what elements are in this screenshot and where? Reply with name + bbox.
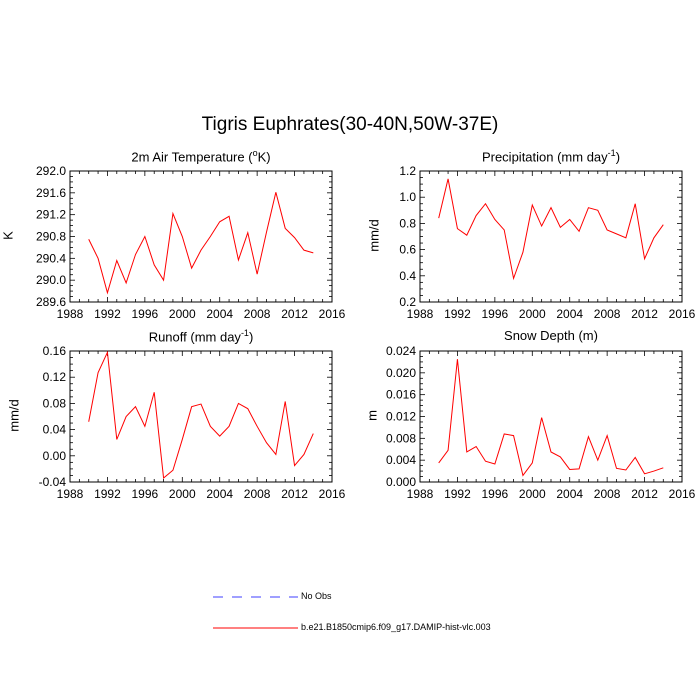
y-tick-label-snow-depth: 0.016 (386, 388, 416, 402)
x-tick-label-temperature: 2000 (169, 307, 196, 321)
panel-title-runoff: Runoff (mm day-1) (148, 328, 254, 345)
x-tick-label-runoff: 2012 (281, 487, 308, 501)
plot-frame-snow-depth (419, 350, 683, 483)
x-tick-label-precipitation: 1996 (482, 307, 509, 321)
x-tick-label-precipitation: 2000 (519, 307, 546, 321)
x-tick-label-precipitation: 2008 (594, 307, 621, 321)
y-tick-label-temperature: 291.6 (36, 186, 66, 200)
x-tick-label-runoff: 2004 (206, 487, 233, 501)
x-tick-label-temperature: 1996 (132, 307, 159, 321)
x-tick-label-temperature: 2004 (206, 307, 233, 321)
y-tick-label-runoff: 0.16 (43, 344, 67, 358)
series-line-snow-depth (438, 359, 664, 477)
x-tick-label-snow-depth: 1988 (407, 487, 434, 501)
x-tick-label-runoff: 1992 (94, 487, 121, 501)
x-tick-label-precipitation: 2004 (556, 307, 583, 321)
x-tick-label-snow-depth: 2016 (669, 487, 696, 501)
x-tick-label-runoff: 2008 (244, 487, 271, 501)
x-tick-label-temperature: 2012 (281, 307, 308, 321)
legend-label-model: b.e21.B1850cmip6.f09_g17.DAMIP-hist-vlc.… (301, 622, 491, 632)
y-tick-label-snow-depth: 0.020 (386, 366, 416, 380)
plot-frame-temperature (69, 170, 333, 303)
x-tick-label-temperature: 2008 (244, 307, 271, 321)
x-tick-label-runoff: 1988 (57, 487, 84, 501)
x-tick-label-precipitation: 2016 (669, 307, 696, 321)
y-tick-label-precipitation: 0.4 (399, 269, 416, 283)
plot-frame-precipitation (419, 170, 683, 303)
x-tick-label-snow-depth: 1996 (482, 487, 509, 501)
y-tick-label-runoff: 0.12 (43, 370, 67, 384)
y-tick-label-precipitation: 1.0 (399, 190, 416, 204)
y-tick-label-precipitation: 0.8 (399, 216, 416, 230)
y-tick-label-snow-depth: 0.012 (386, 410, 416, 424)
x-tick-label-snow-depth: 2000 (519, 487, 546, 501)
x-tick-label-snow-depth: 1992 (444, 487, 471, 501)
series-line-temperature (88, 192, 314, 295)
figure-title: Tigris Euphrates(30-40N,50W-37E) (201, 114, 499, 135)
x-tick-label-snow-depth: 2004 (556, 487, 583, 501)
y-tick-label-snow-depth: 0.000 (386, 475, 416, 489)
y-tick-label-temperature: 290.0 (36, 273, 66, 287)
y-tick-label-runoff: -0.04 (39, 475, 67, 489)
y-tick-label-temperature: 292.0 (36, 164, 66, 178)
x-tick-label-snow-depth: 2008 (594, 487, 621, 501)
x-tick-label-precipitation: 1988 (407, 307, 434, 321)
y-tick-label-temperature: 290.4 (36, 251, 66, 265)
y-tick-label-precipitation: 1.2 (399, 164, 416, 178)
x-tick-label-runoff: 2000 (169, 487, 196, 501)
x-tick-label-precipitation: 1992 (444, 307, 471, 321)
x-tick-label-temperature: 2016 (319, 307, 346, 321)
panel-title-precipitation: Precipitation (mm day-1) (481, 148, 621, 165)
y-tick-label-runoff: 0.00 (43, 449, 67, 463)
series-line-runoff (88, 350, 314, 480)
y-tick-label-snow-depth: 0.008 (386, 431, 416, 445)
y-tick-label-temperature: 291.2 (36, 208, 66, 222)
x-tick-label-temperature: 1988 (57, 307, 84, 321)
y-tick-label-precipitation: 0.2 (399, 295, 416, 309)
y-tick-label-temperature: 290.8 (36, 230, 66, 244)
y-tick-label-runoff: 0.08 (43, 396, 67, 410)
x-tick-label-snow-depth: 2012 (631, 487, 658, 501)
panel-title-temperature: 2m Air Temperature (oK) (131, 148, 271, 165)
y-tick-label-snow-depth: 0.004 (386, 453, 416, 467)
legend-label-no-obs: No Obs (301, 591, 332, 601)
x-tick-label-precipitation: 2012 (631, 307, 658, 321)
x-tick-label-runoff: 1996 (132, 487, 159, 501)
series-line-precipitation (438, 178, 664, 281)
x-tick-label-temperature: 1992 (94, 307, 121, 321)
y-tick-label-temperature: 289.6 (36, 295, 66, 309)
y-tick-label-precipitation: 0.6 (399, 243, 416, 257)
y-tick-label-snow-depth: 0.024 (386, 344, 416, 358)
panel-title-snow-depth: Snow Depth (m) (504, 328, 598, 343)
x-tick-label-runoff: 2016 (319, 487, 346, 501)
y-tick-label-runoff: 0.04 (43, 423, 67, 437)
